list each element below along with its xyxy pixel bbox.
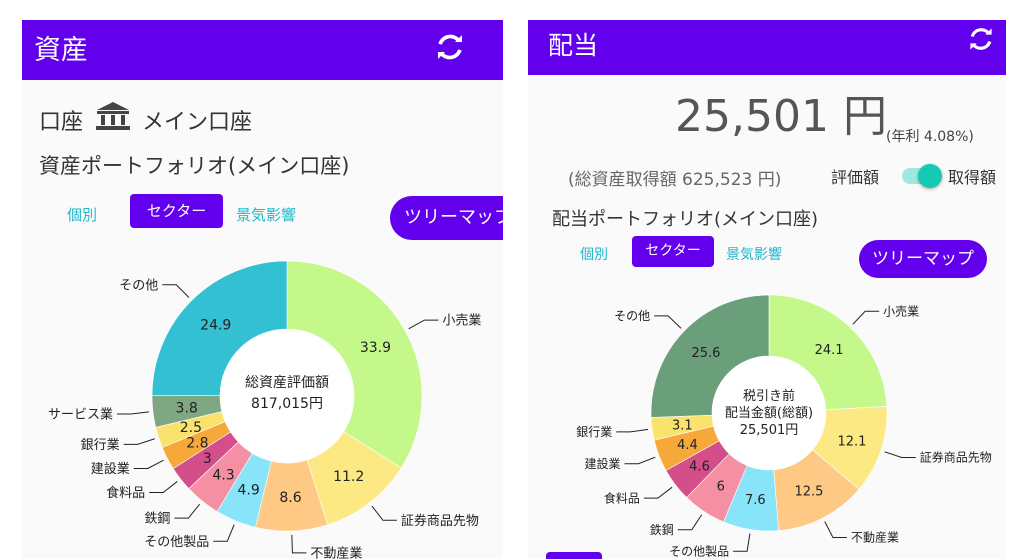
valuation-toggle[interactable] [898,164,946,188]
slice-7-leader [133,459,164,469]
slice-8-label: 銀行業 [81,437,120,453]
slice-3-value: 8.6 [279,490,301,506]
donut-right: 24.1 小売業 12.1 証券商品先物 12.5 不動産業 7.6 その他製品 6 鉄鋼 4.6 食… [576,294,992,558]
slice-6-label: 食料品 [604,490,640,505]
center-label-line1: 税引き前 [743,388,795,404]
slice-1-leader [852,310,880,325]
slice-2-leader [371,505,397,521]
appbar-title: 配当 [548,31,599,60]
slice-1-label: 小売業 [883,303,919,318]
slice-7-value: 2.8 [186,436,208,452]
slice-1-leader [408,319,439,330]
slice-9-value: 25.6 [691,346,720,361]
slice-4-leader [733,533,751,552]
assets-panel: 資産 口座 メイン口座 資産ポートフォリオ(メイン口座) 個別 セクター 景気影… [22,20,503,559]
dividend-sector-donut-chart: 24.1 小売業 12.1 証券商品先物 12.5 不動産業 7.6 その他製品 6 鉄鋼 4.6 食… [576,294,992,558]
center-label-line3: 25,501円 [740,423,799,438]
slice-9-leader [654,315,682,329]
slice-8-value: 2.5 [180,420,202,436]
slice-3-label: 不動産業 [310,545,362,559]
portfolio-title: 資産ポートフォリオ(メイン口座) [39,154,350,178]
dividend-panel: 配当 25,501 円 (年利 4.08%) (総資産取得額 625,523 円… [528,20,1006,559]
slice-6-value: 3 [203,451,212,467]
tab-individual[interactable]: 個別 [67,206,98,224]
toggle-right-label: 取得額 [948,168,997,187]
bottom-button-partial[interactable] [546,552,602,559]
slice-4-leader [213,524,235,542]
slice-3-leader [291,534,307,554]
slice-4-value: 7.6 [745,493,766,508]
toggle-knob [918,164,942,188]
refresh-icon[interactable] [966,24,996,54]
account-name[interactable]: メイン口座 [142,110,253,135]
donut-hole [220,329,354,463]
treemap-button[interactable]: ツリーマップ [859,240,987,278]
toggle-left-label: 評価額 [831,168,880,187]
tab-sector[interactable]: セクター [130,194,223,228]
cost-basis-text: (総資産取得額 625,523 円) [568,170,782,190]
annual-rate: (年利 4.08%) [886,129,974,145]
slice-2-label: 証券商品先物 [401,513,479,529]
slice-1-label: 小売業 [442,313,481,329]
slice-9[interactable] [650,294,770,418]
tab-economy[interactable]: 景気影響 [236,206,297,224]
dividend-amount: 25,501 円 [675,91,887,142]
treemap-button[interactable]: ツリーマップ [390,196,503,240]
slice-5-leader [677,514,703,531]
slice-9-value: 3.8 [176,400,198,416]
slice-5-value: 4.3 [212,467,234,483]
slice-8-leader [123,438,155,445]
slice-8-leader [616,428,649,433]
slice-10-value: 24.9 [200,317,231,333]
slice-3-leader [824,521,847,539]
account-label: 口座 [39,110,84,135]
slice-1-value: 33.9 [360,340,391,356]
slice-4-value: 4.9 [237,482,259,498]
slice-10-leader [162,284,190,298]
slice-5-value: 6 [717,480,725,495]
slice-5-label: 鉄鋼 [144,512,170,527]
tab-sector[interactable]: セクター [632,236,714,267]
slice-6-leader [643,486,673,499]
slice-7-leader [624,456,656,465]
slice-7-value: 4.4 [677,438,698,453]
slice-8-value: 3.1 [672,418,693,433]
slice-9-leader [117,411,149,415]
slice-3-label: 不動産業 [851,530,899,545]
slice-5-leader [174,503,201,519]
tab-economy[interactable]: 景気影響 [726,247,782,263]
donut-hole [712,356,826,470]
assets-appbar: 資産 [22,20,503,80]
slice-3-value: 12.5 [794,484,823,499]
center-label-line1: 総資産評価額 [245,375,329,391]
appbar-title: 資産 [34,35,88,66]
slice-8-label: 銀行業 [576,425,612,439]
asset-sector-donut-chart: 33.9 小売業 11.2 証券商品先物 8.6 不動産業 4.9 その他製品 4.3 鉄鋼 3 食料… [48,260,481,559]
slice-9-label: その他 [614,309,650,323]
slice-2-value: 11.2 [333,469,364,485]
slice-10-label: その他 [119,278,158,293]
slice-6-leader [149,481,178,494]
dividend-appbar: 配当 [528,20,1006,75]
center-label-line2: 配当金額(総額) [725,405,813,421]
slice-5-label: 鉄鋼 [650,522,674,537]
refresh-icon[interactable] [433,30,467,64]
center-label-line2: 817,015円 [251,396,323,412]
donut-left: 33.9 小売業 11.2 証券商品先物 8.6 不動産業 4.9 その他製品 4.3 鉄鋼 3 食料… [48,260,481,559]
bank-icon [96,102,130,130]
slice-7-label: 建設業 [91,461,130,477]
slice-6-label: 食料品 [106,485,145,501]
slice-7-label: 建設業 [584,456,620,471]
slice-6-value: 4.6 [689,460,710,475]
slice-9-label: サービス業 [48,407,113,423]
slice-2-label: 証券商品先物 [920,450,992,465]
slice-4-label: その他製品 [669,544,729,558]
slice-2-leader [884,451,916,459]
slice-2-value: 12.1 [837,434,866,449]
portfolio-title: 配当ポートフォリオ(メイン口座) [552,209,819,230]
slice-1-value: 24.1 [815,343,844,358]
tab-individual[interactable]: 個別 [580,247,608,263]
slice-4-label: その他製品 [144,535,209,550]
